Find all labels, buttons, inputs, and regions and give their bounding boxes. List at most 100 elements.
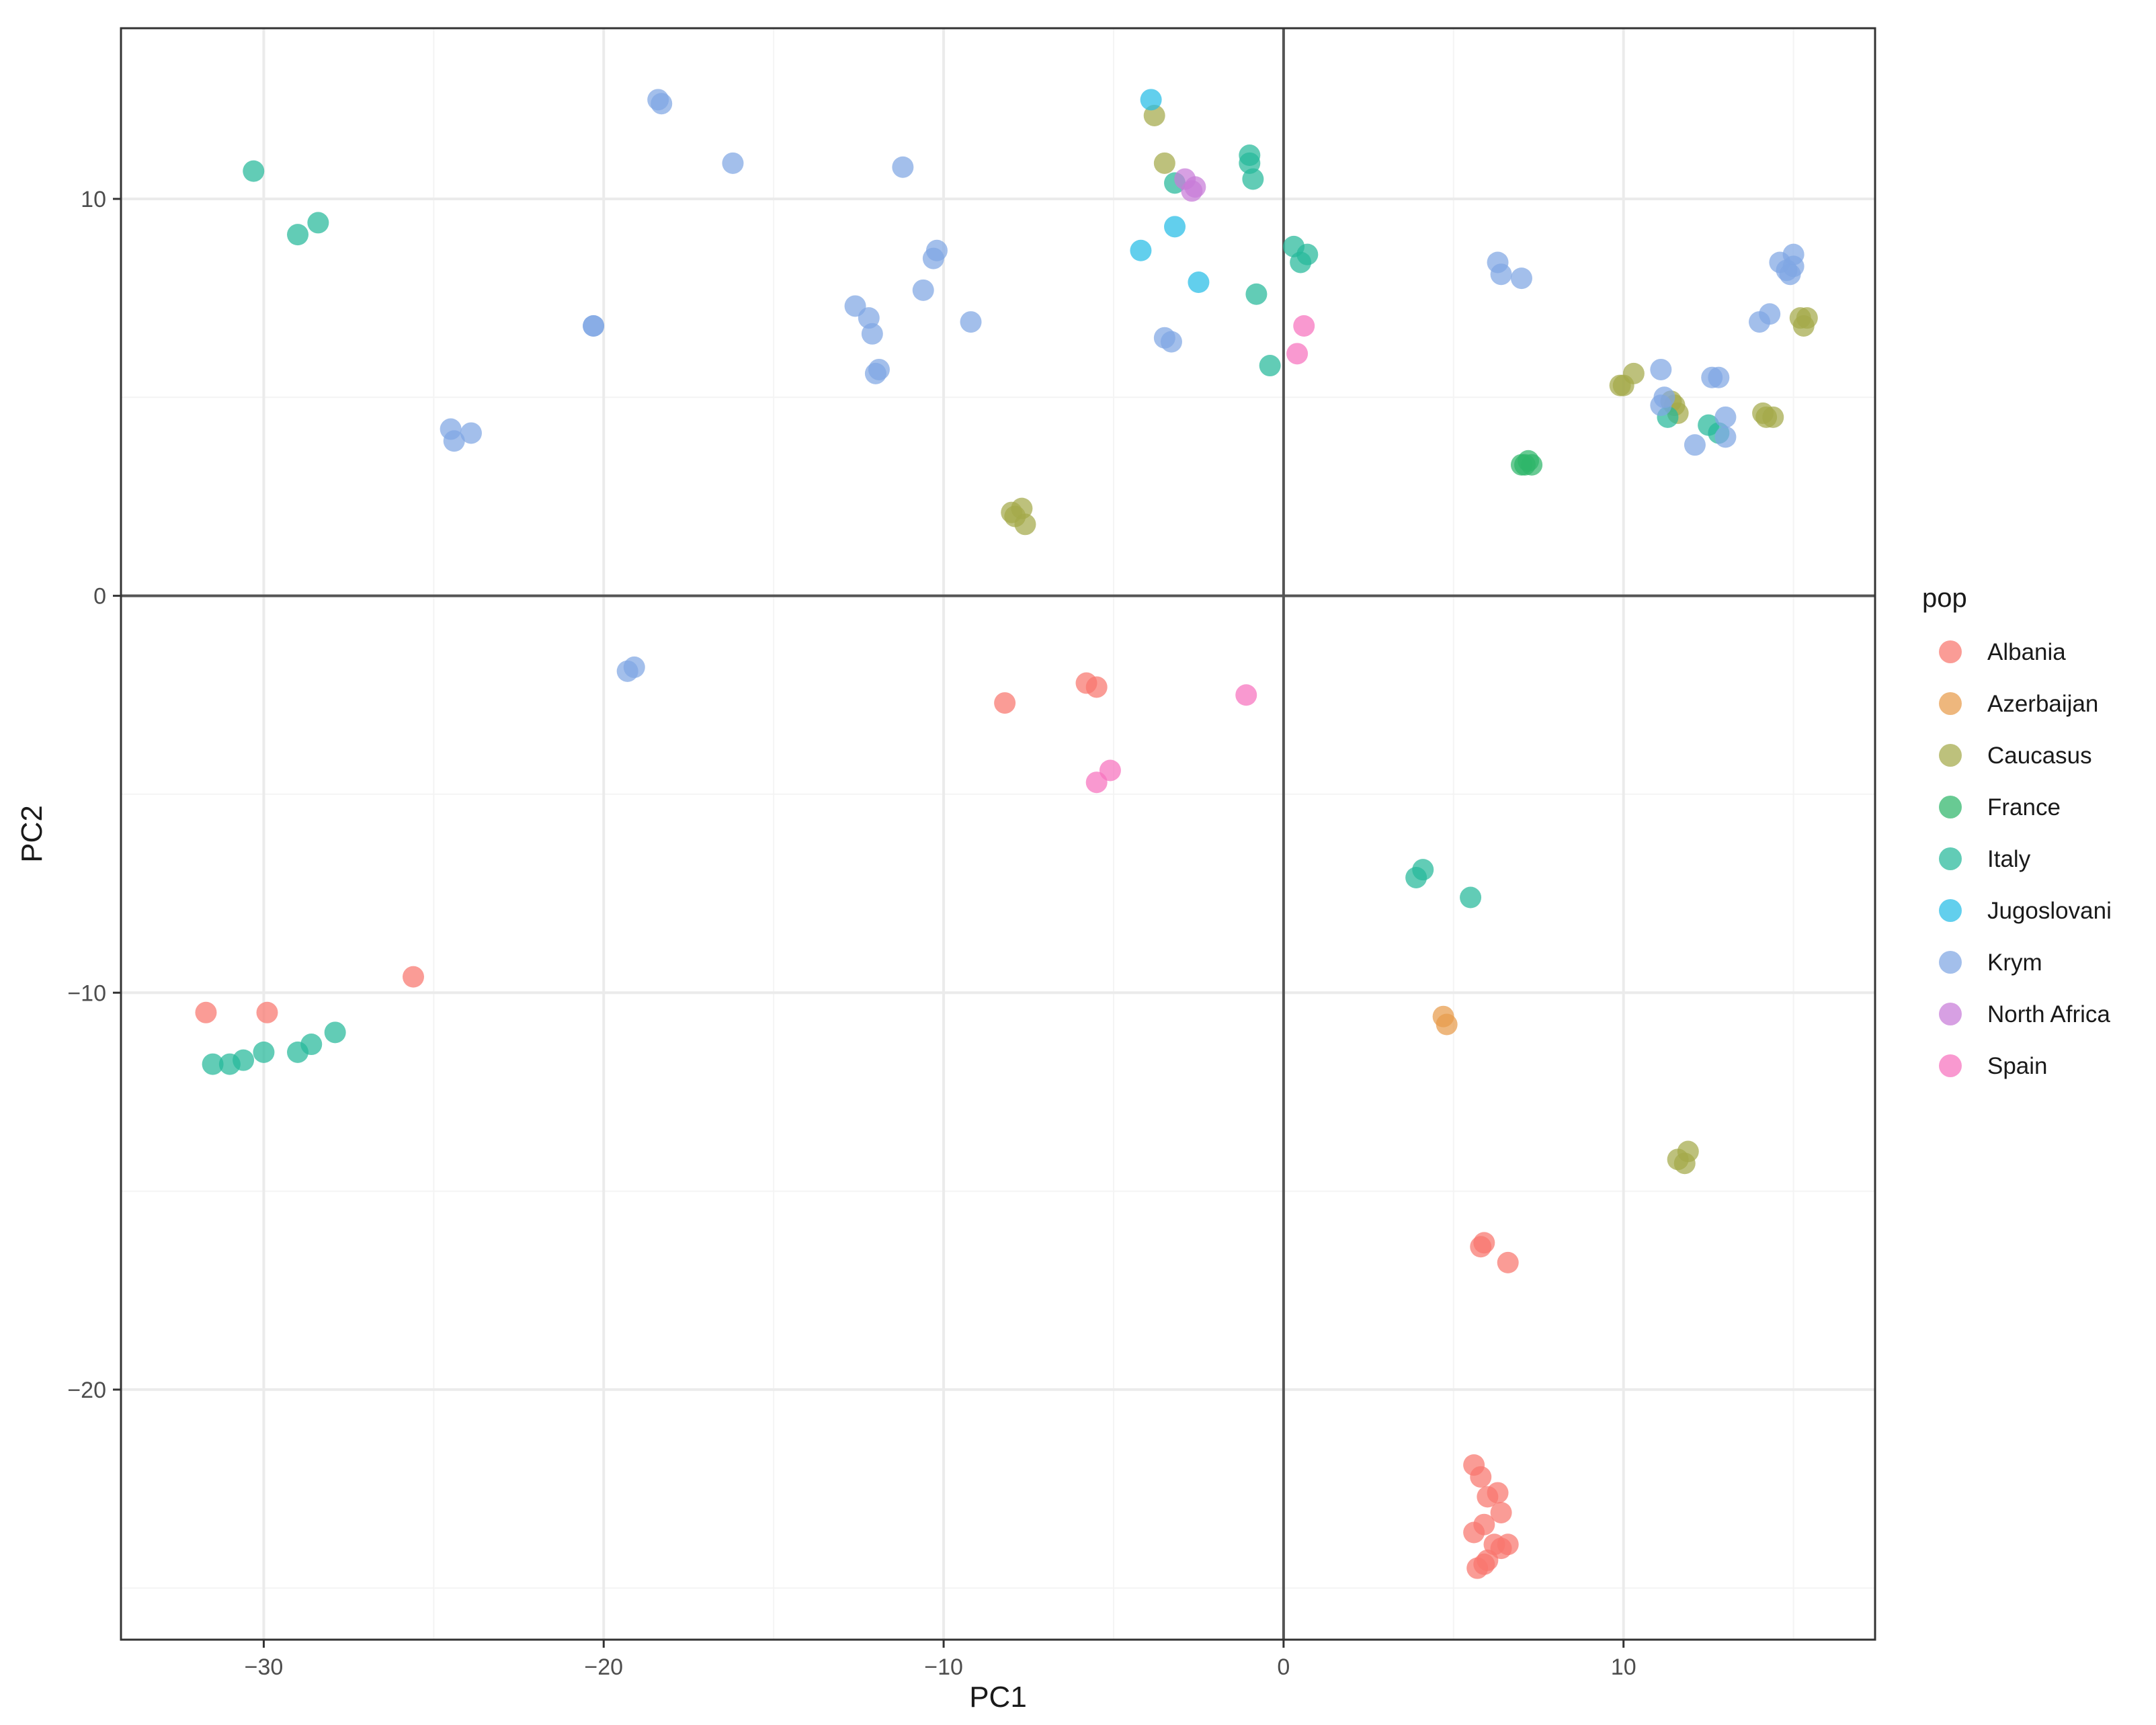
legend-key <box>1939 1054 1962 1077</box>
point-caucasus <box>1762 406 1784 428</box>
point-caucasus <box>1153 152 1175 174</box>
panel-border <box>120 27 1876 1641</box>
point-italy <box>253 1041 275 1063</box>
legend-key <box>1939 796 1962 818</box>
y-tick-label: −20 <box>67 1378 106 1403</box>
point-france <box>1514 454 1536 476</box>
point-krym <box>960 311 982 333</box>
point-krym <box>1759 303 1781 325</box>
point-krym <box>651 93 673 115</box>
point-albania <box>994 692 1016 714</box>
point-krym <box>1160 331 1182 353</box>
minor-gridlines <box>121 28 1875 1640</box>
legend-key <box>1939 744 1962 767</box>
legend-label: France <box>1987 794 2061 821</box>
legend: pop Albania Azerbaijan Caucasus France Italy… <box>1922 583 2112 1079</box>
point-krym <box>1684 434 1706 456</box>
point-caucasus <box>1014 513 1036 536</box>
legend-key <box>1939 692 1962 715</box>
point-krym <box>1714 406 1737 428</box>
point-azerbaijan <box>1436 1013 1458 1036</box>
point-albania <box>1473 1232 1495 1254</box>
point-krym <box>1490 263 1512 286</box>
legend-label: Azerbaijan <box>1987 691 2098 717</box>
point-spain <box>1235 684 1257 706</box>
y-tick-label: 0 <box>93 584 106 609</box>
point-spain <box>1286 343 1309 365</box>
point-albania <box>195 1001 217 1023</box>
point-krym <box>861 323 883 345</box>
point-italy <box>1259 355 1281 377</box>
legend-label: North Africa <box>1987 1001 2110 1027</box>
legend-label: Krym <box>1987 950 2042 976</box>
legend-items: Albania Azerbaijan Caucasus France Italy Jugo… <box>1939 639 2112 1079</box>
point-albania <box>403 966 424 988</box>
x-axis-title: PC1 <box>969 1681 1027 1714</box>
point-caucasus <box>1796 307 1818 329</box>
legend-key <box>1939 640 1962 663</box>
point-italy <box>324 1021 346 1044</box>
point-italy <box>202 1053 224 1075</box>
point-krym <box>583 314 605 337</box>
legend-label: Caucasus <box>1987 743 2092 769</box>
point-krym <box>912 279 934 301</box>
point-krym <box>892 156 914 178</box>
point-krym <box>925 239 948 261</box>
point-italy <box>1460 886 1482 909</box>
point-jugoslovani <box>1164 216 1186 238</box>
legend-key <box>1939 847 1962 870</box>
legend-label: Albania <box>1987 639 2066 665</box>
x-axis-ticks: −30 −20 −10 0 10 <box>245 1640 1636 1680</box>
point-krym <box>868 358 890 380</box>
point-jugoslovani <box>1140 89 1162 111</box>
point-italy <box>243 160 265 182</box>
point-albania <box>1477 1549 1499 1571</box>
legend-label: Jugoslovani <box>1987 898 2112 924</box>
point-krym <box>1714 426 1737 448</box>
point-krym <box>1650 358 1672 380</box>
x-tick-label: 10 <box>1611 1654 1636 1680</box>
point-albania <box>1085 676 1108 698</box>
legend-title: pop <box>1922 583 1967 613</box>
point-krym <box>443 430 465 452</box>
point-albania <box>1470 1466 1492 1488</box>
data-points <box>195 89 1818 1579</box>
legend-label: Italy <box>1987 846 2031 872</box>
point-krym <box>460 422 482 444</box>
point-albania <box>1497 1251 1519 1273</box>
legend-key <box>1939 899 1962 922</box>
x-tick-label: −30 <box>245 1654 284 1680</box>
point-italy <box>307 212 329 234</box>
point-albania <box>1487 1482 1509 1504</box>
y-axis-ticks: −20 −10 0 10 <box>67 187 121 1403</box>
point-italy <box>300 1034 323 1056</box>
x-tick-label: −20 <box>584 1654 623 1680</box>
point-albania <box>256 1001 278 1023</box>
point-albania <box>1490 1501 1512 1523</box>
point-caucasus <box>1677 1140 1699 1163</box>
reference-lines <box>121 28 1875 1640</box>
point-caucasus <box>1622 362 1645 384</box>
point-spain <box>1085 771 1108 794</box>
point-spain <box>1293 314 1315 337</box>
legend-label: Spain <box>1987 1053 2048 1079</box>
x-tick-label: 0 <box>1277 1654 1290 1680</box>
x-tick-label: −10 <box>924 1654 963 1680</box>
point-krym <box>722 152 744 174</box>
point-krym <box>1782 255 1805 278</box>
point-italy <box>1245 283 1268 305</box>
point-jugoslovani <box>1188 271 1210 294</box>
point-jugoslovani <box>1130 239 1152 261</box>
point-italy <box>1242 168 1264 190</box>
legend-key <box>1939 951 1962 974</box>
point-italy <box>233 1049 255 1071</box>
y-axis-title: PC2 <box>15 805 48 863</box>
legend-key <box>1939 1003 1962 1025</box>
point-italy <box>287 224 309 246</box>
point-italy <box>1296 243 1319 265</box>
y-tick-label: 10 <box>81 187 106 212</box>
point-krym <box>1510 267 1532 290</box>
